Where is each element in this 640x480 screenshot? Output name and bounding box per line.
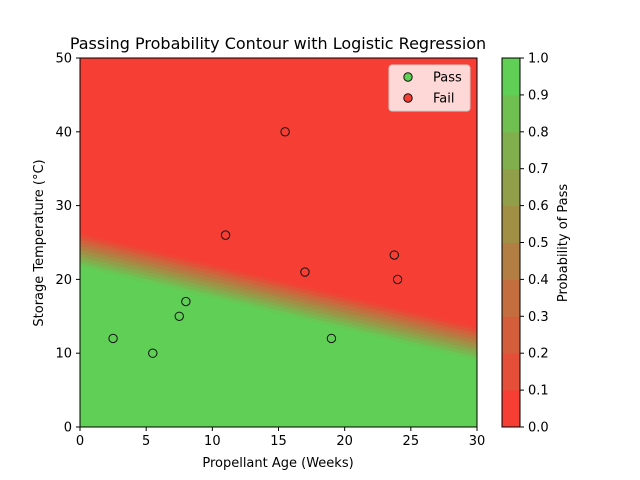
data-point-pass xyxy=(181,296,191,307)
x-tick-label: 25 xyxy=(403,434,420,449)
x-tick-label: 20 xyxy=(336,434,353,449)
colorbar-label: Probability of Pass xyxy=(556,184,571,303)
contour-pass-region xyxy=(80,266,477,427)
colorbar-tick-label: 0.2 xyxy=(528,347,549,362)
colorbar-tick-label: 0.3 xyxy=(528,310,549,325)
legend-label: Fail xyxy=(433,92,454,107)
legend-marker xyxy=(403,72,413,82)
y-tick-label: 20 xyxy=(55,273,72,288)
data-point-pass xyxy=(174,311,184,321)
colorbar-band xyxy=(502,242,520,280)
y-axis: 0 10 20 30 40 50 xyxy=(55,52,80,436)
data-point-fail xyxy=(300,267,310,277)
x-axis-label: Propellant Age (Weeks) xyxy=(202,456,353,471)
colorbar-band xyxy=(502,58,520,96)
data-point-fail xyxy=(280,127,290,137)
colorbar-tick-label: 1.0 xyxy=(528,52,549,67)
x-tick-label: 10 xyxy=(204,434,221,449)
colorbar-band xyxy=(502,353,520,391)
y-tick-label: 10 xyxy=(55,347,72,362)
legend: Pass Fail xyxy=(388,64,471,112)
colorbar-tick-label: 0.6 xyxy=(528,199,549,214)
colorbar-band xyxy=(502,205,520,243)
x-axis: 0 5 10 15 20 25 30 xyxy=(76,427,485,449)
colorbar-tick-label: 0.4 xyxy=(528,273,549,288)
colorbar-tick-label: 0.5 xyxy=(528,236,549,251)
plot-area xyxy=(79,57,478,428)
colorbar: 0.0 0.1 0.2 0.3 0.4 0.5 0.6 0.7 0.8 0.9 1.0 xyxy=(501,52,549,436)
colorbar-tick-label: 0.0 xyxy=(528,421,549,436)
data-point-pass xyxy=(148,348,158,358)
data-point-fail xyxy=(392,274,403,285)
colorbar-tick-label: 0.9 xyxy=(528,88,549,103)
y-tick-label: 50 xyxy=(55,52,72,67)
colorbar-band xyxy=(502,279,520,317)
x-tick-label: 30 xyxy=(469,434,486,449)
data-point-pass xyxy=(108,333,118,344)
y-tick-label: 40 xyxy=(55,125,72,140)
y-tick-label: 30 xyxy=(55,199,72,214)
chart-title: Passing Probability Contour with Logisti… xyxy=(70,34,486,53)
colorbar-band xyxy=(502,390,520,428)
legend-label: Pass xyxy=(433,71,462,86)
colorbar-tick-label: 0.8 xyxy=(528,125,549,140)
x-tick-label: 5 xyxy=(142,434,150,449)
x-tick-label: 0 xyxy=(76,434,84,449)
colorbar-tick-label: 0.7 xyxy=(528,162,549,177)
colorbar-band xyxy=(502,131,520,170)
colorbar-band xyxy=(502,316,520,354)
legend-marker xyxy=(403,93,413,103)
data-point-pass xyxy=(326,333,337,344)
colorbar-band xyxy=(502,94,520,133)
data-point-fail xyxy=(220,230,231,240)
colorbar-tick-label: 0.1 xyxy=(528,384,549,399)
y-tick-label: 0 xyxy=(64,421,72,436)
data-point-fail xyxy=(389,250,399,260)
y-axis-label: Storage Temperature (°C) xyxy=(32,159,47,326)
x-tick-label: 15 xyxy=(270,434,287,449)
colorbar-band xyxy=(502,168,520,207)
